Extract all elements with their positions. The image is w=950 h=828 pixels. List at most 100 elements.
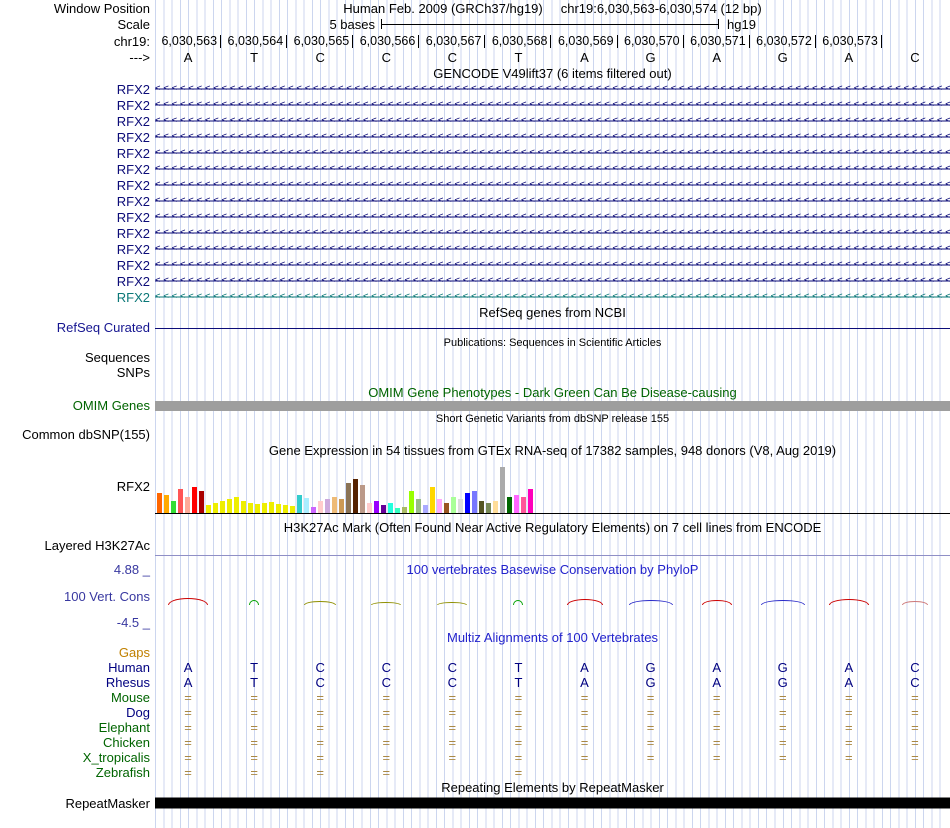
conservation-wiggle[interactable] xyxy=(155,577,950,615)
gtex-expression-bar[interactable] xyxy=(514,495,519,513)
gtex-expression-bar[interactable] xyxy=(290,506,295,513)
gene-line[interactable]: <<<<<<<<<<<<<<<<<<<<<<<<<<<<<<<<<<<<<<<<… xyxy=(155,193,950,209)
publications-track-title[interactable]: Publications: Sequences in Scientific Ar… xyxy=(443,336,662,349)
gtex-expression-bar[interactable] xyxy=(409,491,414,513)
refseq-track[interactable] xyxy=(155,320,950,335)
gene-label[interactable]: RFX2 xyxy=(116,177,150,193)
gtex-expression-bar[interactable] xyxy=(262,503,267,513)
gtex-expression-bar[interactable] xyxy=(318,501,323,513)
gene-label[interactable]: RFX2 xyxy=(116,225,150,241)
gtex-expression-bar[interactable] xyxy=(325,499,330,513)
gene-line[interactable]: <<<<<<<<<<<<<<<<<<<<<<<<<<<<<<<<<<<<<<<<… xyxy=(155,129,950,145)
species-label[interactable]: Dog xyxy=(126,705,150,720)
gene-label[interactable]: RFX2 xyxy=(116,161,150,177)
refseq-track-title[interactable]: RefSeq genes from NCBI xyxy=(479,305,626,320)
species-label[interactable]: Human xyxy=(108,660,150,675)
gtex-expression-bar[interactable] xyxy=(213,503,218,513)
gtex-expression-bar[interactable] xyxy=(157,493,162,513)
alignment-cells[interactable]: = = = = = = = = = = = = xyxy=(155,690,950,705)
conservation-track-label[interactable]: 100 Vert. Cons xyxy=(64,588,150,604)
gtex-bar-chart[interactable] xyxy=(157,461,533,513)
gene-label[interactable]: RFX2 xyxy=(116,273,150,289)
gtex-gene-label[interactable]: RFX2 xyxy=(116,479,150,494)
gene-label[interactable]: RFX2 xyxy=(116,209,150,225)
gtex-expression-bar[interactable] xyxy=(164,495,169,513)
gtex-expression-bar[interactable] xyxy=(227,499,232,513)
omim-track-title[interactable]: OMIM Gene Phenotypes - Dark Green Can Be… xyxy=(368,384,737,400)
gene-label[interactable]: RFX2 xyxy=(116,193,150,209)
gtex-expression-bar[interactable] xyxy=(269,502,274,513)
snps-track-label[interactable]: SNPs xyxy=(116,365,150,380)
gene-label[interactable]: RFX2 xyxy=(116,97,150,113)
gene-line[interactable]: <<<<<<<<<<<<<<<<<<<<<<<<<<<<<<<<<<<<<<<<… xyxy=(155,273,950,289)
gtex-expression-bar[interactable] xyxy=(381,505,386,513)
gtex-expression-bar[interactable] xyxy=(374,501,379,513)
gtex-expression-bar[interactable] xyxy=(241,501,246,513)
gtex-track-title[interactable]: Gene Expression in 54 tissues from GTEx … xyxy=(268,443,837,458)
gtex-expression-bar[interactable] xyxy=(521,497,526,513)
gtex-expression-bar[interactable] xyxy=(507,497,512,513)
gtex-expression-bar[interactable] xyxy=(472,491,477,513)
gtex-expression-bar[interactable] xyxy=(220,501,225,513)
gtex-expression-bar[interactable] xyxy=(178,489,183,513)
gene-line[interactable]: <<<<<<<<<<<<<<<<<<<<<<<<<<<<<<<<<<<<<<<<… xyxy=(155,177,950,193)
species-label[interactable]: X_tropicalis xyxy=(82,750,150,765)
omim-genes-label[interactable]: OMIM Genes xyxy=(72,398,150,413)
h3k27ac-track-label[interactable]: Layered H3K27Ac xyxy=(44,538,150,553)
gene-line[interactable]: <<<<<<<<<<<<<<<<<<<<<<<<<<<<<<<<<<<<<<<<… xyxy=(155,81,950,97)
gtex-expression-bar[interactable] xyxy=(388,503,393,513)
gene-label[interactable]: RFX2 xyxy=(116,241,150,257)
h3k27ac-track-title[interactable]: H3K27Ac Mark (Often Found Near Active Re… xyxy=(283,520,822,535)
conservation-track-title[interactable]: 100 vertebrates Basewise Conservation by… xyxy=(406,561,699,577)
repeatmasker-track[interactable] xyxy=(155,795,950,811)
gtex-expression-bar[interactable] xyxy=(171,501,176,513)
gtex-expression-bar[interactable] xyxy=(430,487,435,513)
gencode-track-title[interactable]: GENCODE V49lift37 (6 items filtered out) xyxy=(433,65,672,81)
gene-label[interactable]: RFX2 xyxy=(116,81,150,97)
gene-line[interactable]: <<<<<<<<<<<<<<<<<<<<<<<<<<<<<<<<<<<<<<<<… xyxy=(155,241,950,257)
gene-label[interactable]: RFX2 xyxy=(116,129,150,145)
gene-line[interactable]: <<<<<<<<<<<<<<<<<<<<<<<<<<<<<<<<<<<<<<<<… xyxy=(155,113,950,129)
gtex-expression-bar[interactable] xyxy=(297,495,302,513)
species-label[interactable]: Mouse xyxy=(110,690,150,705)
gene-line[interactable]: <<<<<<<<<<<<<<<<<<<<<<<<<<<<<<<<<<<<<<<<… xyxy=(155,145,950,161)
gtex-expression-bar[interactable] xyxy=(185,497,190,513)
species-label[interactable]: Chicken xyxy=(103,735,150,750)
gtex-expression-bar[interactable] xyxy=(311,507,316,513)
refseq-curated-label[interactable]: RefSeq Curated xyxy=(56,320,150,335)
gtex-expression-bar[interactable] xyxy=(199,491,204,513)
gtex-expression-bar[interactable] xyxy=(283,505,288,513)
gtex-expression-bar[interactable] xyxy=(304,498,309,513)
gtex-expression-bar[interactable] xyxy=(493,501,498,513)
gtex-expression-bar[interactable] xyxy=(479,501,484,513)
h3k27ac-track[interactable] xyxy=(155,535,950,561)
gtex-expression-bar[interactable] xyxy=(458,499,463,513)
species-label[interactable]: Elephant xyxy=(98,720,150,735)
gaps-label[interactable]: Gaps xyxy=(118,645,150,660)
gtex-expression-bar[interactable] xyxy=(395,508,400,513)
gene-line[interactable]: <<<<<<<<<<<<<<<<<<<<<<<<<<<<<<<<<<<<<<<<… xyxy=(155,209,950,225)
gtex-expression-bar[interactable] xyxy=(486,503,491,513)
gene-label[interactable]: RFX2 xyxy=(116,145,150,161)
alignment-cells[interactable]: = = = = = = = = = = = = xyxy=(155,750,950,765)
species-label[interactable]: Zebrafish xyxy=(95,765,150,780)
repeatmasker-track-label[interactable]: RepeatMasker xyxy=(65,795,150,811)
gtex-expression-bar[interactable] xyxy=(416,499,421,513)
sequences-track-label[interactable]: Sequences xyxy=(84,350,150,365)
gene-line[interactable]: <<<<<<<<<<<<<<<<<<<<<<<<<<<<<<<<<<<<<<<<… xyxy=(155,225,950,241)
gtex-expression-bar[interactable] xyxy=(444,503,449,513)
gtex-expression-bar[interactable] xyxy=(367,503,372,513)
gtex-expression-bar[interactable] xyxy=(248,503,253,513)
gtex-expression-bar[interactable] xyxy=(192,487,197,513)
gene-line[interactable]: <<<<<<<<<<<<<<<<<<<<<<<<<<<<<<<<<<<<<<<<… xyxy=(155,97,950,113)
gene-label[interactable]: RFX2 xyxy=(116,289,150,305)
gtex-expression-bar[interactable] xyxy=(332,497,337,513)
gtex-expression-bar[interactable] xyxy=(206,505,211,513)
repeatmasker-track-title[interactable]: Repeating Elements by RepeatMasker xyxy=(441,780,664,795)
alignment-cells[interactable]: = = = = = = = = = = = = xyxy=(155,705,950,720)
gtex-expression-bar[interactable] xyxy=(339,499,344,513)
gene-line[interactable]: <<<<<<<<<<<<<<<<<<<<<<<<<<<<<<<<<<<<<<<<… xyxy=(155,161,950,177)
gene-line[interactable]: <<<<<<<<<<<<<<<<<<<<<<<<<<<<<<<<<<<<<<<<… xyxy=(155,289,950,305)
gtex-expression-bar[interactable] xyxy=(255,504,260,513)
